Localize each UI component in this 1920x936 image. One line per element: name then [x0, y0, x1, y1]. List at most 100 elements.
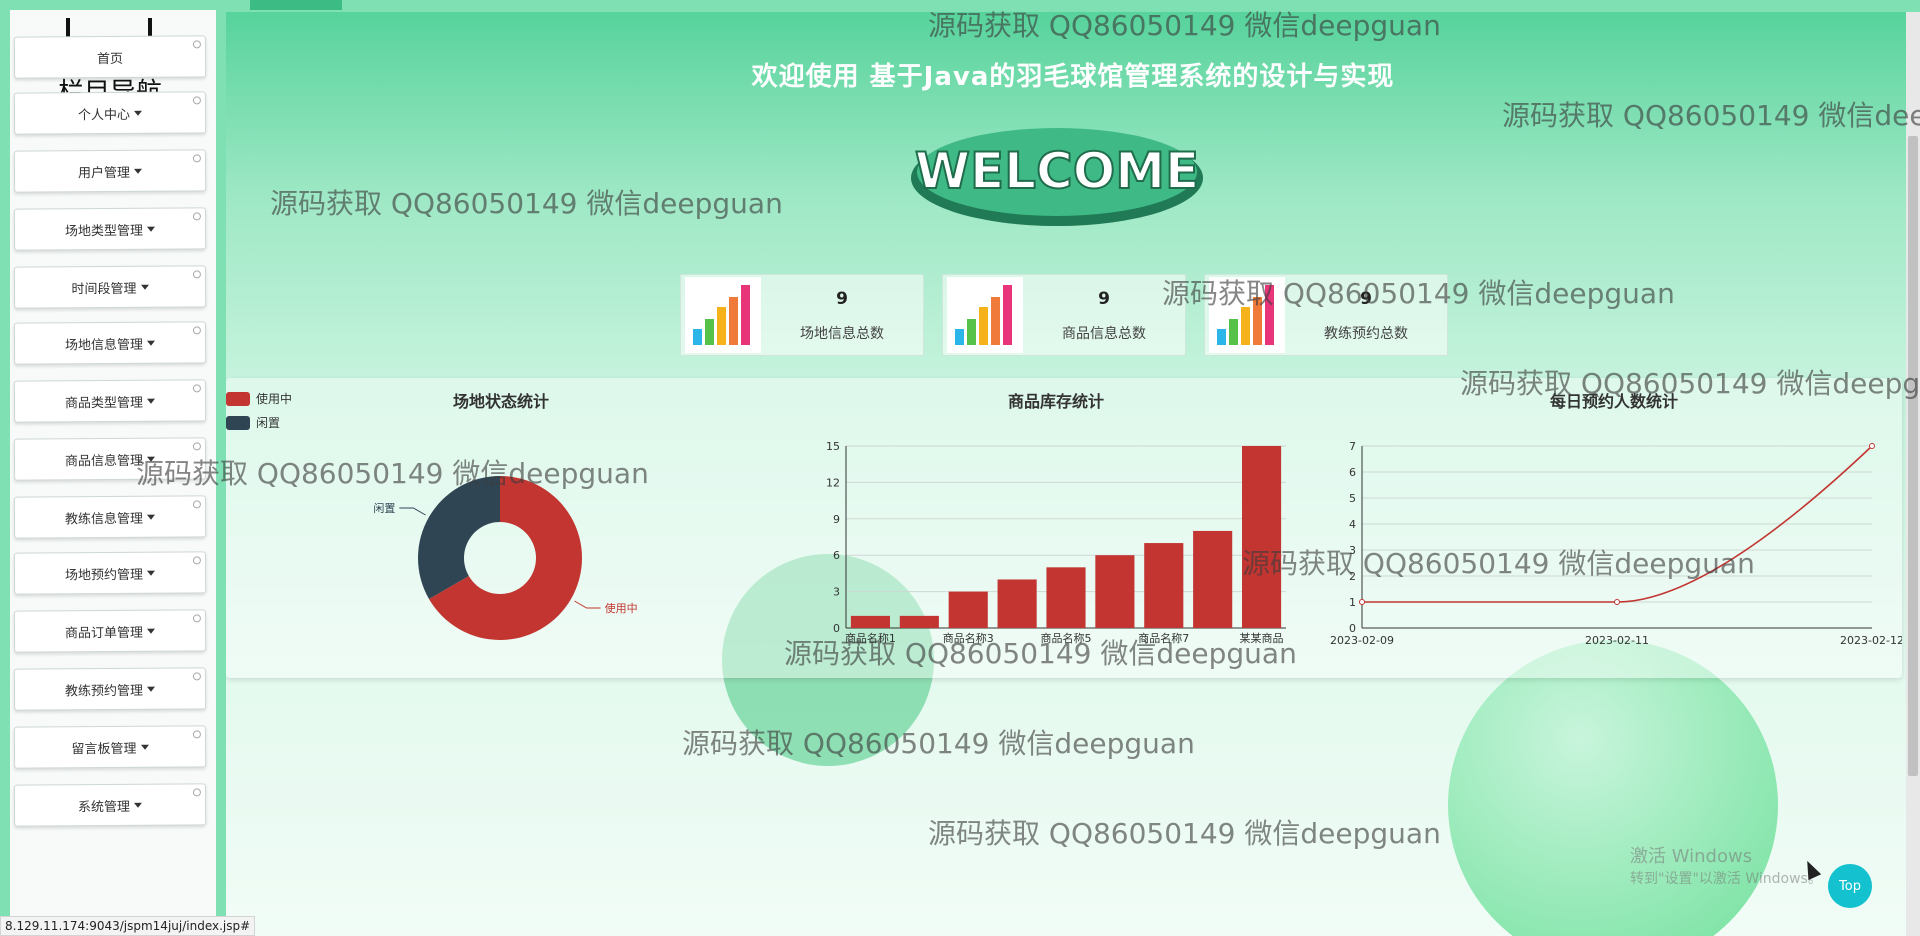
pie-slice-label: 闲置 [373, 501, 395, 515]
pie-slice-label: 使用中 [605, 602, 638, 615]
bar[interactable] [899, 615, 939, 628]
sidebar-item[interactable]: 时间段管理 [13, 265, 207, 309]
legend-label[interactable]: 使用中 [256, 391, 292, 406]
sidebar-item[interactable]: 场地类型管理 [13, 207, 207, 251]
pie-chart: 场地状态统计 使用中 闲置 使用中 闲置 [226, 378, 786, 678]
caret-down-icon [133, 168, 143, 174]
stat-label: 商品信息总数 [1062, 326, 1146, 342]
bar[interactable] [1095, 555, 1135, 628]
y-tick-label: 5 [1349, 492, 1356, 505]
top-bar [0, 0, 1920, 12]
sidebar-item-label: 首页 [96, 51, 124, 67]
sidebar-item[interactable]: 教练信息管理 [13, 495, 207, 539]
legend-swatch[interactable] [226, 392, 250, 406]
activate-windows-notice: 激活 Windows 转到"设置"以激活 Windows。 [1630, 842, 1822, 888]
y-tick-label: 6 [833, 549, 840, 562]
scrollbar-thumb[interactable] [1908, 136, 1918, 776]
pin-icon [192, 96, 201, 105]
caret-down-icon [146, 514, 156, 520]
stat-label: 场地信息总数 [800, 326, 884, 342]
chart-title: 场地状态统计 [452, 392, 549, 411]
bar[interactable] [997, 579, 1037, 628]
data-point[interactable] [1614, 599, 1620, 605]
pin-icon [192, 384, 201, 393]
bar[interactable] [1193, 530, 1233, 628]
sidebar-item-label: 商品类型管理 [64, 395, 144, 411]
sidebar-item-label: 个人中心 [77, 107, 131, 123]
y-tick-label: 9 [833, 513, 840, 526]
pie-label-line [399, 507, 426, 516]
sidebar-item-label: 场地类型管理 [64, 223, 144, 239]
bar[interactable] [1046, 567, 1086, 628]
y-tick-label: 0 [833, 622, 840, 635]
legend-swatch[interactable] [226, 416, 250, 430]
pin-icon [192, 270, 201, 279]
sidebar-item[interactable]: 场地预约管理 [13, 551, 207, 595]
back-to-top-button[interactable]: Top [1828, 864, 1872, 908]
x-tick-label: 商品名称3 [943, 631, 994, 645]
sidebar-item-label: 场地信息管理 [64, 337, 144, 353]
x-tick-label: 商品名称5 [1041, 631, 1092, 645]
sidebar-item-label: 教练信息管理 [64, 511, 144, 527]
pin-icon [192, 500, 201, 509]
bar-chart: 商品库存统计 0 3 6 9 12 15 商品名称1 商品名称3 商品名称5 商品名称7 某某商品 [786, 378, 1326, 678]
bar[interactable] [1144, 543, 1184, 628]
sidebar-item[interactable]: 商品订单管理 [13, 609, 207, 653]
x-tick-label: 商品名称7 [1138, 631, 1189, 645]
legend-label[interactable]: 闲置 [256, 416, 280, 430]
caret-down-icon [146, 226, 156, 232]
sidebar-item[interactable]: 系统管理 [13, 783, 207, 827]
page-scrollbar[interactable] [1906, 12, 1920, 936]
bar-chart-icon [1209, 277, 1285, 353]
sidebar-item-label: 留言板管理 [71, 741, 137, 757]
main-content: 欢迎使用 基于Java的羽毛球馆管理系统的设计与实现 WELCOME 9 场地信… [226, 12, 1920, 936]
caret-down-icon [140, 284, 149, 290]
sidebar-item[interactable]: 用户管理 [13, 149, 207, 193]
line-chart-svg: 0 1 2 3 4 5 6 7 2023-02-09 2023-02-11 2023-02-12 [1330, 440, 1904, 647]
bar[interactable] [948, 591, 988, 628]
pie-slice[interactable] [418, 476, 500, 599]
pie-slice[interactable] [428, 476, 582, 640]
x-tick-label: 2023-02-09 [1330, 634, 1394, 647]
bar[interactable] [850, 615, 890, 628]
active-tab-indicator [250, 0, 342, 10]
y-tick-label: 1 [1349, 596, 1356, 609]
sidebar-item[interactable]: 个人中心 [13, 91, 207, 135]
sidebar-item-label: 时间段管理 [71, 281, 137, 297]
caret-down-icon [133, 110, 143, 116]
sidebar-item[interactable]: 商品信息管理 [13, 437, 207, 481]
pin-icon [192, 672, 201, 681]
chart-title: 每日预约人数统计 [1549, 392, 1678, 411]
welcome-badge-text: WELCOME [915, 142, 1199, 200]
bar-chart-icon [685, 277, 761, 353]
pin-icon [192, 40, 201, 49]
bar[interactable] [1242, 446, 1282, 628]
page-title: 欢迎使用 基于Java的羽毛球馆管理系统的设计与实现 [751, 62, 1395, 92]
sidebar-item[interactable]: 留言板管理 [13, 725, 207, 769]
pin-icon [192, 154, 201, 163]
chart-title: 商品库存统计 [1007, 392, 1104, 411]
stat-card: 9 教练预约总数 [1204, 274, 1448, 356]
decor-circle [722, 554, 934, 766]
sidebar-item-label: 商品信息管理 [64, 453, 144, 469]
caret-down-icon [146, 398, 156, 404]
pin-icon [192, 556, 201, 565]
x-tick-label: 2023-02-11 [1585, 634, 1649, 647]
caret-down-icon [133, 802, 143, 808]
data-point[interactable] [1869, 443, 1875, 449]
sidebar-item[interactable]: 首页 [13, 35, 207, 79]
stat-value: 9 [1098, 289, 1110, 309]
charts-panel: 场地状态统计 使用中 闲置 使用中 闲置 商品库存统计 0 3 6 9 12 15 商品名称1 商品… [226, 378, 1904, 678]
pin-icon [192, 326, 201, 335]
decor-circle [1448, 640, 1778, 936]
stat-card: 9 场地信息总数 [680, 274, 924, 356]
x-tick-label: 商品名称1 [845, 631, 896, 645]
sidebar-item[interactable]: 商品类型管理 [13, 379, 207, 423]
y-tick-label: 2 [1349, 570, 1356, 583]
sidebar-item[interactable]: 教练预约管理 [13, 667, 207, 711]
data-point[interactable] [1359, 599, 1365, 605]
caret-down-icon [146, 628, 156, 634]
sidebar-item[interactable]: 场地信息管理 [13, 321, 207, 365]
